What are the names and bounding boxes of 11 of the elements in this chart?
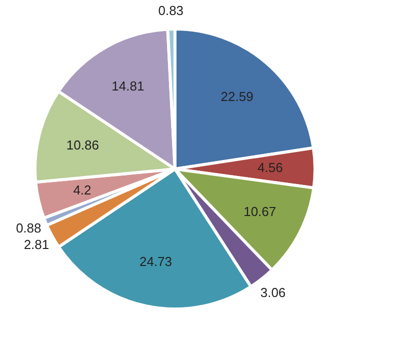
data-label: 4.2 bbox=[73, 182, 92, 198]
data-label: 0.83 bbox=[158, 3, 184, 18]
data-label: 10.67 bbox=[244, 204, 276, 220]
data-label: 14.81 bbox=[112, 78, 144, 94]
data-label: 2.81 bbox=[24, 236, 50, 252]
data-label: 22.59 bbox=[220, 88, 254, 104]
data-label: 24.73 bbox=[139, 254, 172, 270]
data-label: 3.06 bbox=[260, 284, 286, 300]
data-label: 10.86 bbox=[66, 138, 99, 153]
data-label: 4.56 bbox=[258, 160, 283, 176]
data-label: 0.88 bbox=[16, 220, 42, 236]
